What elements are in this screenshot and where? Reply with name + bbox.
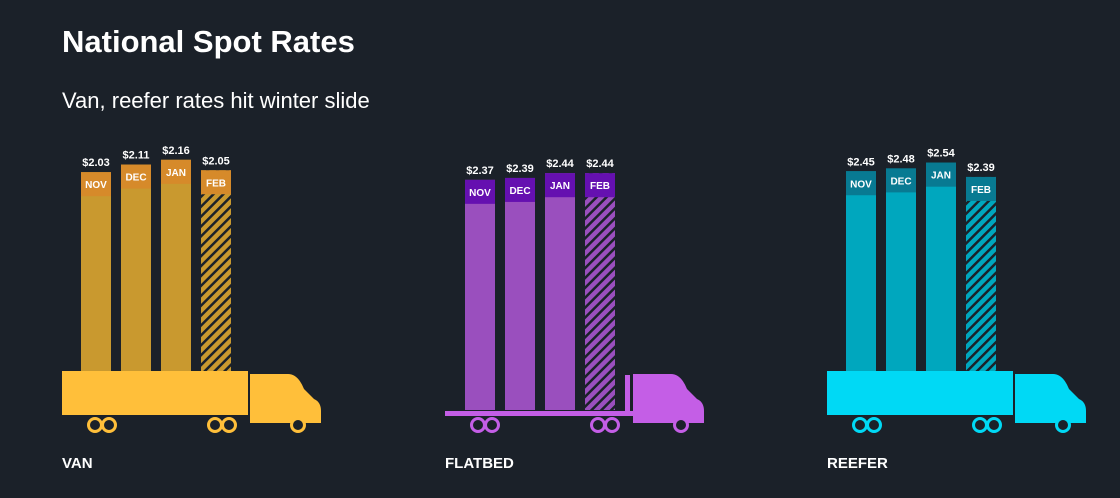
cab bbox=[250, 374, 321, 423]
group-label: REEFER bbox=[827, 455, 888, 472]
bars: NOV $2.03 DEC $2.11 JAN $2.16 FEB $2.05 NOV $2.37… bbox=[81, 145, 996, 410]
bar bbox=[846, 171, 876, 410]
post bbox=[625, 375, 630, 413]
value-label: $2.39 bbox=[506, 163, 534, 175]
month-label: FEB bbox=[971, 185, 991, 196]
month-box bbox=[846, 171, 876, 196]
wheel bbox=[221, 417, 237, 433]
value-label: $2.39 bbox=[967, 162, 995, 174]
wheel bbox=[972, 417, 988, 433]
wheel bbox=[1055, 417, 1071, 433]
wheel bbox=[590, 417, 606, 433]
month-label: NOV bbox=[85, 180, 107, 191]
bar bbox=[585, 173, 615, 410]
month-box bbox=[161, 159, 191, 184]
bar bbox=[886, 168, 916, 410]
month-label: FEB bbox=[590, 181, 610, 192]
trailer bbox=[827, 371, 1013, 415]
cab bbox=[633, 374, 704, 423]
group-label: VAN bbox=[62, 455, 93, 472]
month-box bbox=[465, 179, 495, 204]
wheel bbox=[604, 417, 620, 433]
month-box bbox=[585, 173, 615, 198]
value-label: $2.44 bbox=[586, 158, 614, 170]
bar bbox=[201, 170, 231, 410]
month-box bbox=[121, 164, 151, 189]
bar bbox=[465, 179, 495, 410]
wheel bbox=[101, 417, 117, 433]
bar bbox=[81, 172, 111, 410]
value-label: $2.11 bbox=[123, 150, 150, 162]
truck bbox=[62, 371, 321, 433]
wheel bbox=[866, 417, 882, 433]
trucks bbox=[62, 371, 1086, 433]
bar bbox=[926, 162, 956, 410]
month-box bbox=[886, 168, 916, 193]
month-box bbox=[505, 177, 535, 202]
month-label: DEC bbox=[890, 176, 911, 187]
value-label: $2.03 bbox=[82, 157, 110, 169]
bar bbox=[161, 159, 191, 410]
value-label: $2.37 bbox=[466, 165, 494, 177]
month-label: JAN bbox=[166, 168, 186, 179]
value-label: $2.48 bbox=[887, 153, 915, 165]
value-label: $2.16 bbox=[162, 145, 190, 157]
month-box bbox=[81, 172, 111, 197]
truck bbox=[445, 374, 704, 433]
month-label: FEB bbox=[206, 178, 226, 189]
bar bbox=[545, 173, 575, 410]
wheel bbox=[484, 417, 500, 433]
value-label: $2.54 bbox=[927, 148, 955, 160]
month-label: DEC bbox=[509, 186, 530, 197]
wheel bbox=[207, 417, 223, 433]
month-box bbox=[926, 162, 956, 187]
wheel bbox=[986, 417, 1002, 433]
month-label: DEC bbox=[125, 173, 146, 184]
month-label: NOV bbox=[850, 179, 872, 190]
subtitle: Van, reefer rates hit winter slide bbox=[62, 88, 370, 113]
trailer bbox=[62, 371, 248, 415]
value-label: $2.45 bbox=[847, 156, 875, 168]
month-box bbox=[545, 173, 575, 198]
month-label: JAN bbox=[550, 181, 570, 192]
deck bbox=[445, 411, 633, 416]
bar bbox=[505, 177, 535, 410]
month-box bbox=[966, 176, 996, 201]
cab bbox=[1015, 374, 1086, 423]
wheel bbox=[290, 417, 306, 433]
wheel bbox=[470, 417, 486, 433]
truck bbox=[827, 371, 1086, 433]
title: National Spot Rates bbox=[62, 24, 355, 59]
group-label: FLATBED bbox=[445, 455, 514, 472]
month-label: NOV bbox=[469, 188, 491, 199]
wheel bbox=[852, 417, 868, 433]
bar bbox=[121, 164, 151, 410]
value-label: $2.44 bbox=[546, 158, 574, 170]
wheel bbox=[87, 417, 103, 433]
wheel bbox=[673, 417, 689, 433]
month-box bbox=[201, 170, 231, 195]
value-label: $2.05 bbox=[202, 155, 230, 167]
month-label: JAN bbox=[931, 171, 951, 182]
